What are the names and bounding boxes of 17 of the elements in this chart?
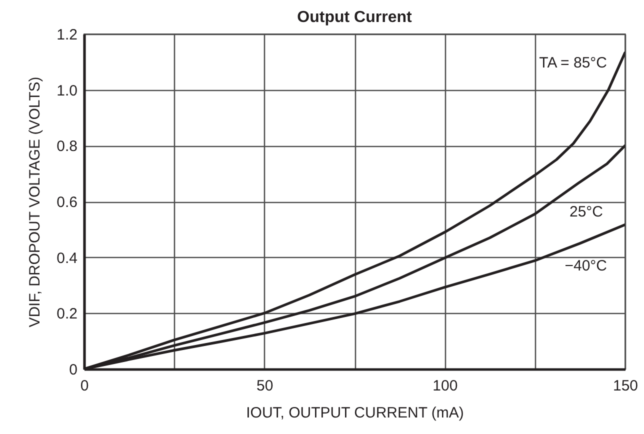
y-tick-label: 0.4 [56,250,78,267]
y-tick-label: 1.0 [56,82,78,100]
x-tick-label: 100 [432,378,458,394]
y-tick-label: 0 [69,362,78,378]
x-tick-label: 0 [80,378,89,394]
y-tick-label: 0.6 [56,194,78,211]
x-tick-label: 50 [256,378,274,394]
y-tick-label: 1.2 [56,26,78,44]
y-axis-title: VDIF, DROPOUT VOLTAGE (VOLTS) [26,76,44,328]
series-label: −40°C [564,258,608,275]
series-label: 25°C [569,204,604,221]
chart-title: Output Current [297,9,412,26]
x-axis-title: IOUT, OUTPUT CURRENT (mA) [246,404,464,422]
y-tick-label: 0.2 [56,306,78,323]
y-tick-label: 0.8 [56,138,78,156]
series-label: TA = 85°C [539,54,608,72]
x-tick-label: 150 [612,378,638,394]
